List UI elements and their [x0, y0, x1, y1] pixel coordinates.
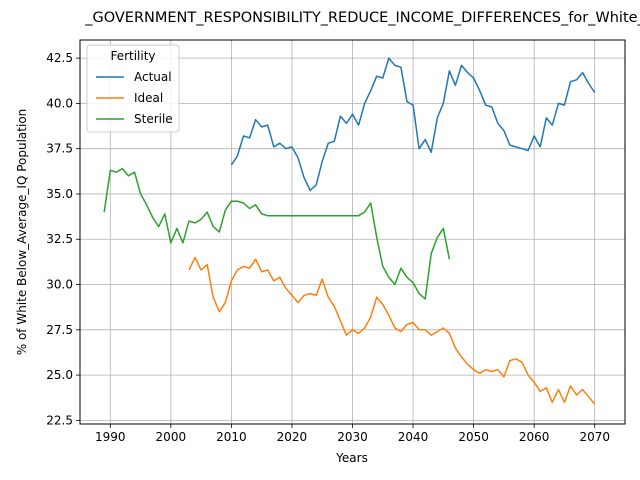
x-tick-label: 2010 — [216, 430, 247, 444]
x-axis-label: Years — [335, 451, 368, 465]
y-tick-label: 27.5 — [46, 323, 73, 337]
y-tick-label: 32.5 — [46, 232, 73, 246]
y-axis-label: % of White Below_Average_IQ Population — [15, 109, 29, 356]
y-axis: 22.5 25.0 27.5 30.0 32.5 35.0 37.5 40.0 42.5 — [46, 51, 80, 427]
y-tick-label: 22.5 — [46, 413, 73, 427]
series-layer — [103, 57, 596, 405]
y-tick-label: 42.5 — [46, 51, 73, 65]
x-tick-label: 1990 — [95, 430, 126, 444]
legend-label-ideal: Ideal — [134, 91, 163, 105]
legend-label-actual: Actual — [134, 70, 172, 84]
series-line-actual — [230, 57, 596, 192]
x-tick-label: 2030 — [337, 430, 368, 444]
y-tick-label: 40.0 — [46, 96, 73, 110]
x-tick-label: 2020 — [277, 430, 308, 444]
chart-title: _GOVERNMENT_RESPONSIBILITY_REDUCE_INCOME… — [84, 10, 640, 26]
x-axis: 1990 2000 2010 2020 2030 2040 2050 2060 2070 — [95, 424, 610, 444]
x-tick-label: 2000 — [156, 430, 187, 444]
x-tick-label: 2060 — [519, 430, 550, 444]
legend: Fertility Actual Ideal Sterile — [86, 44, 180, 133]
y-tick-label: 30.0 — [46, 278, 73, 292]
y-tick-label: 35.0 — [46, 187, 73, 201]
legend-title: Fertility — [110, 49, 155, 63]
x-tick-label: 2050 — [458, 430, 489, 444]
series-line-ideal — [188, 256, 596, 405]
y-tick-label: 37.5 — [46, 142, 73, 156]
legend-items: Actual Ideal Sterile — [96, 70, 173, 126]
series-line-sterile — [103, 167, 451, 300]
x-tick-label: 2070 — [579, 430, 610, 444]
x-tick-label: 2040 — [398, 430, 429, 444]
legend-label-sterile: Sterile — [134, 112, 173, 126]
y-tick-label: 25.0 — [46, 368, 73, 382]
legend-box — [86, 44, 180, 133]
grid — [80, 40, 625, 424]
